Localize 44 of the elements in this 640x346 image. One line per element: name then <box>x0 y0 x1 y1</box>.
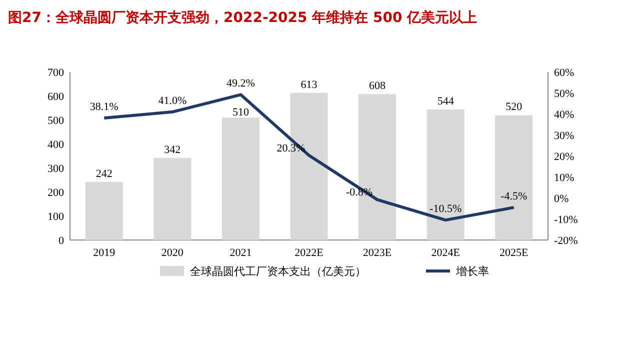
y2-tick-label: 50% <box>554 88 574 100</box>
y-tick-label: 700 <box>48 67 64 79</box>
x-tick-label: 2020 <box>161 247 184 259</box>
data-label: 41.0% <box>158 94 187 107</box>
data-label: 510 <box>232 106 250 119</box>
y2-tick-label: 0% <box>554 193 569 205</box>
data-label: 520 <box>506 101 523 114</box>
y-tick-label: 400 <box>48 139 64 151</box>
y-tick-label: 200 <box>48 187 64 199</box>
x-tick-label: 2025E <box>499 247 528 259</box>
x-tick-label: 2021 <box>230 247 252 259</box>
y2-tick-label: 10% <box>554 172 574 184</box>
y-tick-label: 600 <box>48 91 64 103</box>
x-tick-label: 2022E <box>294 247 324 259</box>
y2-tick-label: 40% <box>554 109 574 121</box>
bar <box>426 109 464 240</box>
y2-tick-label: -10% <box>554 214 578 226</box>
bar <box>85 182 123 240</box>
x-tick-label: 2024E <box>431 247 460 259</box>
y2-tick-label: 30% <box>554 130 574 142</box>
x-tick-label: 2023E <box>362 247 392 259</box>
x-tick-label: 2019 <box>93 247 116 259</box>
chart-title: 图27：全球晶圆厂资本开支强劲，2022-2025 年维持在 500 亿美元以上 <box>8 9 478 26</box>
y-tick-label: 300 <box>48 163 64 175</box>
bar <box>154 158 192 240</box>
bar <box>222 118 260 240</box>
data-label: 38.1% <box>90 100 118 113</box>
legend-label: 增长率 <box>455 265 489 278</box>
data-label: -10.5% <box>430 203 462 216</box>
data-label: -4.5% <box>500 190 528 202</box>
data-label: 49.2% <box>226 78 255 90</box>
data-label: 544 <box>437 95 454 108</box>
y2-tick-label: 20% <box>554 151 574 163</box>
data-label: 613 <box>300 78 318 91</box>
y-tick-label: 500 <box>48 115 64 127</box>
y-tick-label: 100 <box>48 211 64 223</box>
data-label: 242 <box>96 168 112 180</box>
y2-tick-label: 60% <box>554 67 574 79</box>
bar <box>495 115 533 240</box>
data-label: 608 <box>369 80 386 92</box>
y-tick-label: 0 <box>58 235 64 247</box>
y2-tick-label: -20% <box>554 235 578 247</box>
data-label: 342 <box>164 144 181 156</box>
legend-label: 全球晶圆代工厂资本支出（亿美元） <box>190 265 366 278</box>
